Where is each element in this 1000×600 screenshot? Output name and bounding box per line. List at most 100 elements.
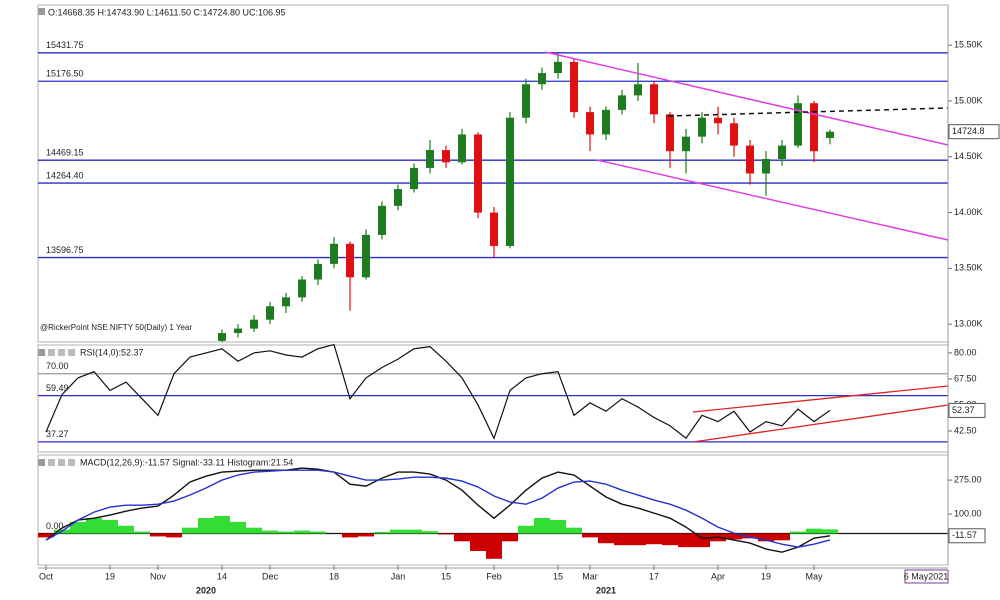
histogram-bar [502, 533, 518, 542]
histogram-bar [518, 525, 534, 534]
histogram-bar [438, 533, 454, 535]
candle-body [490, 212, 498, 247]
icon[interactable] [38, 8, 45, 15]
y-tick-label: 67.50 [954, 373, 977, 383]
x-tick-label: 17 [649, 571, 659, 581]
histogram-bar [150, 533, 166, 537]
candle-body [682, 136, 690, 152]
candle-body [602, 109, 610, 135]
candle-body [234, 328, 242, 334]
level-label: 59.49 [46, 383, 69, 393]
y-tick-label: 15.00K [954, 95, 983, 105]
icon[interactable] [38, 349, 45, 356]
histogram-bar [470, 533, 486, 552]
rsi-channel-line [692, 385, 949, 413]
candle-body [746, 145, 754, 174]
x-tick-label: Nov [150, 571, 167, 581]
icon[interactable] [48, 349, 55, 356]
rsi-channel-line [692, 404, 949, 443]
histogram-bar [38, 533, 54, 538]
last-value-box [948, 124, 1000, 140]
x-tick-label: Oct [39, 571, 54, 581]
candle-body [698, 117, 706, 137]
histogram-bar [598, 533, 614, 544]
panel-title: RSI(14,0):52.37 [80, 347, 144, 357]
candle-body [458, 134, 466, 163]
candle-body [314, 263, 322, 280]
level-label: 14264.40 [46, 170, 84, 180]
candle-body [570, 61, 578, 113]
y-tick-label: 15.50K [954, 40, 983, 50]
y-tick-label: 14.50K [954, 151, 983, 161]
histogram-bar [134, 531, 150, 534]
year-label: 2021 [596, 585, 616, 595]
candle-body [266, 306, 274, 320]
histogram-bar [566, 527, 582, 534]
icon[interactable] [58, 459, 65, 466]
rsi-line [45, 343, 831, 440]
candle-body [778, 145, 786, 159]
candle-body [426, 150, 434, 168]
histogram-bar [694, 533, 710, 548]
histogram-bar [310, 531, 326, 534]
x-tick-label: Feb [486, 571, 502, 581]
candle-body [298, 279, 306, 298]
panel-title: O:14668.35 H:14743.90 L:14611.50 C:14724… [48, 7, 286, 17]
level-label: 0.00 [46, 521, 64, 531]
y-tick-label: 13.50K [954, 263, 983, 273]
histogram-bar [822, 529, 838, 534]
cursor-date-label: 6 May2021 [904, 571, 949, 581]
candle-body [394, 189, 402, 206]
y-tick-label: 42.50 [954, 425, 977, 435]
candle-body [554, 61, 562, 74]
x-tick-label: 15 [553, 571, 563, 581]
histogram-bar [102, 519, 118, 534]
trend-line [596, 159, 949, 241]
histogram-bar [70, 521, 86, 534]
histogram-bar [534, 517, 550, 534]
trend-line [544, 51, 949, 146]
histogram-bar [726, 533, 742, 540]
histogram-bar [246, 527, 262, 534]
histogram-bar [774, 533, 790, 541]
histogram-bar [294, 530, 310, 534]
toolbar-icons [38, 8, 75, 466]
histogram-bar [550, 519, 566, 534]
candle-body [522, 84, 530, 118]
histogram-bar [166, 533, 182, 538]
level-label: 37.27 [46, 429, 69, 439]
level-label: 15431.75 [46, 40, 84, 50]
histogram-bar [454, 533, 470, 542]
histogram-bar [118, 525, 134, 534]
histogram-bar [582, 533, 598, 538]
candle-body [634, 84, 642, 96]
x-tick-label: Apr [711, 571, 725, 581]
resistance-line [667, 107, 949, 117]
signal-line [45, 469, 831, 548]
x-tick-label: 19 [761, 571, 771, 581]
histogram-bar [614, 533, 630, 546]
histogram-bar [486, 533, 502, 559]
candle-body [250, 319, 258, 329]
candle-body [538, 73, 546, 85]
icon[interactable] [68, 459, 75, 466]
y-tick-label: 14.00K [954, 207, 983, 217]
candle-body [762, 158, 770, 174]
level-label: 13596.75 [46, 245, 84, 255]
histogram-bar [678, 533, 694, 548]
x-tick-label: May [805, 571, 823, 581]
histogram-bar [422, 531, 438, 534]
panel-title: MACD(12,26,9):-11.57 Signal:-33.11 Histo… [80, 457, 293, 467]
candle-body [810, 103, 818, 152]
candle-body [618, 95, 626, 110]
icon[interactable] [38, 459, 45, 466]
last-value-box [948, 402, 986, 418]
icon[interactable] [48, 459, 55, 466]
histogram-bar [230, 521, 246, 534]
histogram-bar [214, 516, 230, 534]
histogram-bar [630, 533, 646, 546]
icon[interactable] [58, 349, 65, 356]
icon[interactable] [68, 349, 75, 356]
